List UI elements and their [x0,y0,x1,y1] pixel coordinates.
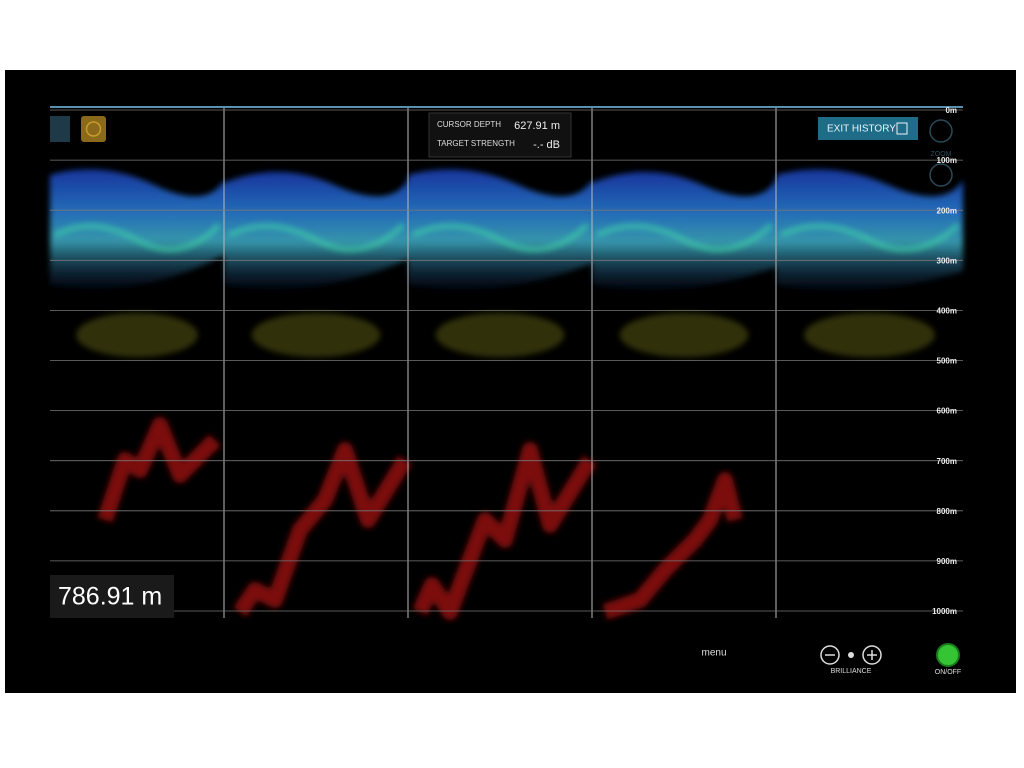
bottom-trace [412,442,597,620]
plus-icon [867,650,877,660]
bottom-trace [233,442,412,617]
depth-label: 900m [937,557,957,566]
sun-icon [848,652,854,658]
menu-button[interactable]: menu [701,648,726,659]
echo-layer [50,169,963,620]
cursor-depth-value: 627.91 m [514,120,560,132]
bottom-trace [602,472,743,620]
depth-readout: 786.91 m [58,583,162,611]
deep-scatter [619,313,749,357]
brilliance-label: BRILLIANCE [831,668,872,675]
depth-label: 700m [937,457,957,466]
home-button[interactable] [50,116,70,142]
target-strength-label: TARGET STRENGTH [437,139,515,148]
brilliance-down[interactable] [820,645,840,665]
zoom-label: ZOOM [931,151,952,158]
depth-label: 200m [937,206,957,215]
exit-history-label: EXIT HISTORY [827,124,896,135]
depth-label: 1000m [932,607,957,616]
depth-label: 100m [937,156,957,165]
bottom-trace [97,417,221,523]
dense-layer [53,223,221,253]
dense-layer [779,223,960,253]
power-label: ON/OFF [935,669,961,676]
brilliance-up[interactable] [862,645,882,665]
history-button[interactable] [81,116,106,142]
fish-layer [50,169,224,289]
depth-label: 0m [945,106,957,115]
depth-label: 500m [937,357,957,366]
zoom-in-button[interactable] [929,119,953,143]
depth-label: 300m [937,256,957,265]
dense-layer [411,223,589,253]
fish-layer [408,169,592,290]
history-icon [85,121,102,137]
exit-icon [896,122,908,135]
depth-readout-box [50,575,174,618]
depth-label: 600m [937,407,957,416]
cursor-depth-label: CURSOR DEPTH [437,120,501,129]
deep-scatter [251,313,381,357]
fish-layer [224,171,408,290]
deep-scatter [435,313,565,357]
depth-label: 400m [937,307,957,316]
depth-label: 800m [937,507,957,516]
dense-layer [227,223,405,253]
grid: 0m 100m 200m 300m 400m 500m 600m 700m 800m 900m 10… [50,106,963,618]
target-strength-value: -.- dB [533,139,560,151]
cursor-panel [428,112,572,158]
dense-layer [595,223,773,253]
zoom-out-button[interactable] [929,163,953,187]
power-button[interactable] [936,643,960,667]
exit-history-button[interactable] [818,117,918,140]
deep-scatter [804,313,935,357]
deep-scatter [76,313,198,357]
